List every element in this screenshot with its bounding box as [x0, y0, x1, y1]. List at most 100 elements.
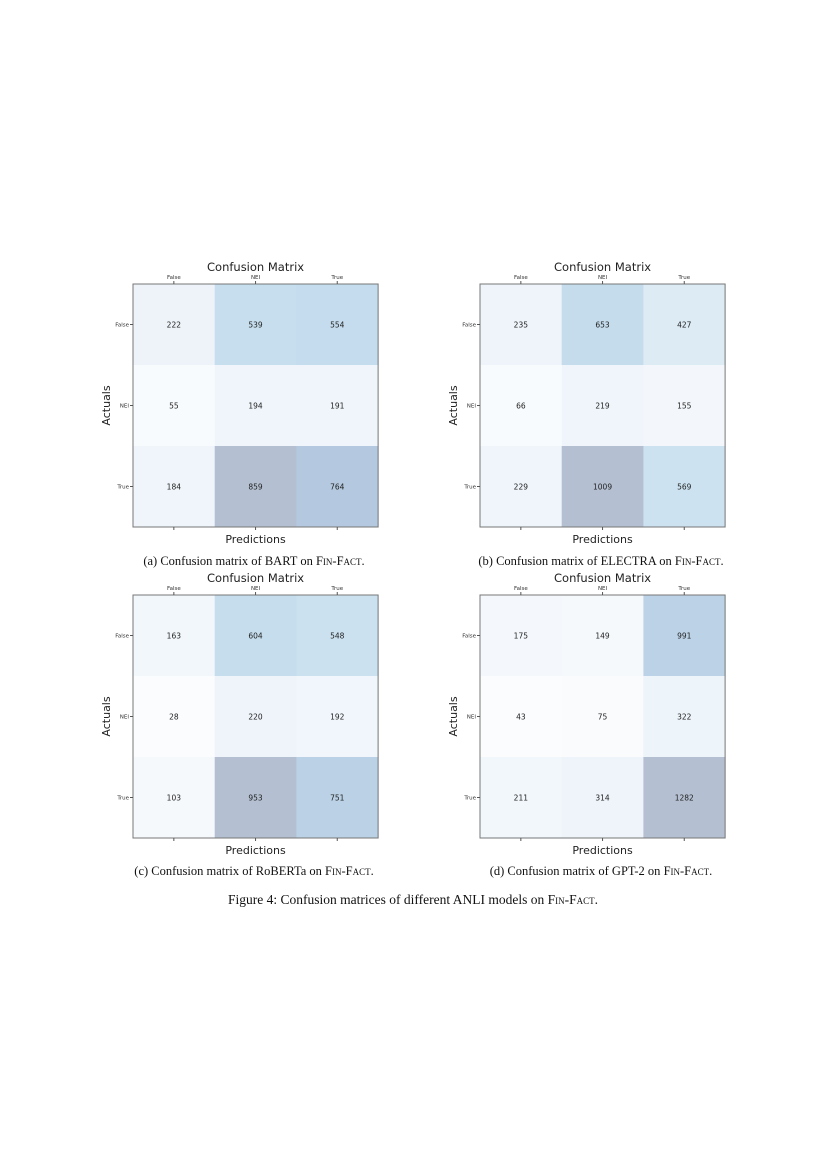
y-tick-label: True	[116, 485, 129, 491]
heatmap-cell	[214, 284, 297, 366]
cell-value-label: 1282	[675, 794, 694, 803]
cell-value-label: 322	[677, 713, 692, 722]
y-axis-label: Actuals	[447, 385, 460, 425]
x-axis-label: Predictions	[225, 533, 286, 546]
chart-title: Confusion Matrix	[554, 571, 651, 585]
heatmap-svg: Confusion Matrix 163 604 548 28 220 192 103 953 7…	[100, 571, 379, 857]
cell-value-label: 192	[330, 713, 345, 722]
cell-value-label: 1009	[593, 483, 612, 492]
cell-value-label: 953	[248, 794, 263, 803]
y-tick-label: False	[115, 634, 129, 640]
y-tick-label: NEI	[120, 715, 130, 721]
cell-value-label: 314	[595, 794, 610, 803]
cell-value-label: 219	[595, 402, 610, 411]
heatmap-cell	[296, 446, 379, 528]
dataset-name: Fin-Fact	[315, 554, 362, 568]
y-tick-label: NEI	[467, 404, 477, 410]
dataset-name: Fin-Fact	[325, 864, 371, 878]
y-tick-label: False	[115, 323, 129, 329]
caption-suffix: .	[720, 554, 724, 568]
heatmap-cell	[214, 676, 297, 758]
chart-title: Confusion Matrix	[207, 571, 304, 585]
heatmap-cell	[214, 595, 297, 677]
confusion-matrix-electra: Confusion Matrix 235 653 427 66 219 155 229 1009…	[447, 258, 747, 558]
heatmap-cell	[643, 446, 726, 528]
y-tick-label: NEI	[120, 404, 130, 410]
y-axis-label: Actuals	[100, 696, 113, 736]
y-tick-label: True	[463, 485, 476, 491]
heatmap-cell	[296, 365, 379, 447]
heatmap-cell	[561, 595, 644, 677]
caption-suffix: .	[370, 864, 374, 878]
x-tick-label: False	[167, 275, 181, 281]
cell-value-label: 569	[677, 483, 692, 492]
heatmap-cell	[561, 365, 644, 447]
x-tick-label: NEI	[598, 275, 608, 281]
cell-value-label: 653	[595, 321, 610, 330]
heatmap-cell	[480, 676, 563, 758]
heatmap-cell	[643, 365, 726, 447]
x-tick-label: True	[677, 586, 690, 592]
cell-value-label: 66	[516, 402, 526, 411]
cell-value-label: 548	[330, 632, 345, 641]
x-tick-label: True	[677, 275, 690, 281]
heatmap-cell	[643, 676, 726, 758]
heatmap-cell	[133, 365, 216, 447]
chart-title: Confusion Matrix	[207, 260, 304, 274]
caption-text: (d) Confusion matrix of GPT-2 on	[489, 864, 664, 878]
heatmap-cell	[296, 676, 379, 758]
cell-value-label: 194	[248, 402, 263, 411]
heatmap-cell	[133, 446, 216, 528]
heatmap-cell	[643, 595, 726, 677]
heatmap-cell	[214, 757, 297, 839]
heatmap-svg: Confusion Matrix 175 149 991 43 75 322 211 314 12…	[447, 571, 726, 857]
heatmap-cell	[296, 595, 379, 677]
y-tick-label: True	[463, 796, 476, 802]
figure-caption-text: Figure 4: Confusion matrices of differen…	[228, 892, 548, 907]
confusion-matrix-gpt2: Confusion Matrix 175 149 991 43 75 322 211 314 12…	[447, 569, 747, 869]
x-tick-label: True	[330, 275, 343, 281]
y-tick-label: NEI	[467, 715, 477, 721]
chart-title: Confusion Matrix	[554, 260, 651, 274]
y-axis-label: Actuals	[100, 385, 113, 425]
cell-value-label: 539	[248, 321, 263, 330]
dataset-name: Fin-Fact	[547, 892, 595, 907]
heatmap-cell	[296, 757, 379, 839]
cell-value-label: 229	[514, 483, 529, 492]
cell-value-label: 163	[167, 632, 182, 641]
heatmap-cell	[480, 284, 563, 366]
figure-caption-suffix: .	[594, 892, 598, 907]
heatmap-svg: Confusion Matrix 235 653 427 66 219 155 229 1009…	[447, 260, 726, 546]
heatmap-cell	[561, 284, 644, 366]
y-tick-label: False	[462, 323, 476, 329]
cell-value-label: 103	[167, 794, 182, 803]
x-tick-label: NEI	[251, 586, 261, 592]
heatmap-cell	[133, 757, 216, 839]
heatmap-cell	[214, 365, 297, 447]
figure-caption: Figure 4: Confusion matrices of differen…	[228, 892, 598, 908]
caption-text: (a) Confusion matrix of BART on	[143, 554, 316, 568]
heatmap-cell	[643, 757, 726, 839]
x-tick-label: False	[514, 586, 528, 592]
heatmap-cell	[643, 284, 726, 366]
cell-value-label: 28	[169, 713, 179, 722]
heatmap-cell	[133, 595, 216, 677]
y-tick-label: True	[116, 796, 129, 802]
heatmap-cell	[296, 284, 379, 366]
x-axis-label: Predictions	[572, 844, 633, 857]
subfigure-caption-c: (c) Confusion matrix of RoBERTa on Fin-F…	[134, 864, 373, 879]
cell-value-label: 859	[248, 483, 263, 492]
cell-value-label: 211	[514, 794, 529, 803]
cell-value-label: 191	[330, 402, 345, 411]
cell-value-label: 43	[516, 713, 526, 722]
cell-value-label: 222	[167, 321, 182, 330]
subfigure-caption-a: (a) Confusion matrix of BART on Fin-Fact…	[143, 554, 364, 569]
subfigure-caption-d: (d) Confusion matrix of GPT-2 on Fin-Fac…	[490, 864, 713, 879]
cell-value-label: 55	[169, 402, 179, 411]
heatmap-cell	[133, 284, 216, 366]
heatmap-cell	[561, 757, 644, 839]
dataset-name: Fin-Fact	[663, 864, 710, 878]
heatmap-cell	[480, 446, 563, 528]
y-tick-label: False	[462, 634, 476, 640]
y-axis-label: Actuals	[447, 696, 460, 736]
